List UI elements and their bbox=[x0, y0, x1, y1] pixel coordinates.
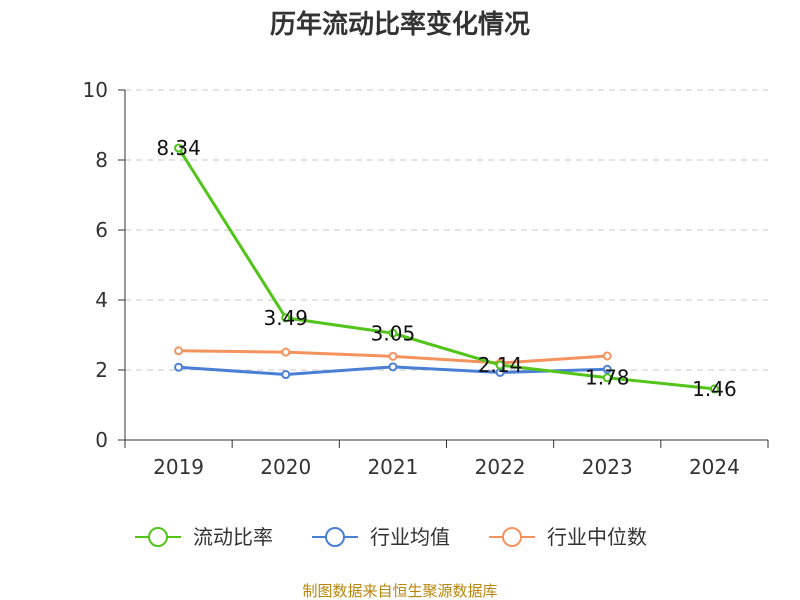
y-tick-label: 4 bbox=[95, 288, 108, 312]
x-tick-label: 2021 bbox=[367, 455, 418, 479]
y-tick-label: 2 bbox=[95, 358, 108, 382]
data-point bbox=[388, 328, 398, 338]
data-label: 1.46 bbox=[692, 377, 737, 401]
legend-item[interactable]: 流动比率 bbox=[135, 525, 273, 549]
y-tick-label: 10 bbox=[83, 78, 108, 102]
data-label: 3.05 bbox=[371, 321, 416, 345]
legend-label: 行业均值 bbox=[370, 525, 450, 549]
data-label: 2.14 bbox=[478, 353, 523, 377]
data-point bbox=[174, 362, 184, 372]
data-point bbox=[174, 346, 184, 356]
data-point bbox=[388, 362, 398, 372]
x-tick-label: 2024 bbox=[689, 455, 740, 479]
data-label: 8.34 bbox=[156, 136, 201, 160]
axes: 0 2 4 6 8 10 2019 2020 2021 2022 2023 2024 bbox=[83, 78, 769, 479]
legend-marker bbox=[325, 527, 345, 547]
y-tick-label: 8 bbox=[95, 148, 108, 172]
x-tick-label: 2023 bbox=[582, 455, 633, 479]
x-tick-label: 2019 bbox=[153, 455, 204, 479]
legend-label: 流动比率 bbox=[193, 525, 273, 549]
data-point bbox=[388, 351, 398, 361]
legend-label: 行业中位数 bbox=[547, 525, 647, 549]
legend: 流动比率 行业均值 行业中位数 bbox=[135, 525, 647, 549]
legend-marker bbox=[502, 527, 522, 547]
legend-marker bbox=[148, 527, 168, 547]
data-point bbox=[281, 313, 291, 323]
chart-title: 历年流动比率变化情况 bbox=[270, 9, 530, 40]
data-point bbox=[709, 384, 719, 394]
data-point bbox=[495, 360, 505, 370]
data-point bbox=[281, 347, 291, 357]
data-point bbox=[174, 143, 184, 153]
data-point bbox=[602, 364, 612, 374]
data-label: 1.78 bbox=[585, 366, 630, 390]
x-tick-label: 2020 bbox=[260, 455, 311, 479]
legend-item[interactable]: 行业均值 bbox=[312, 525, 450, 549]
data-point bbox=[602, 351, 612, 361]
x-tick-label: 2022 bbox=[475, 455, 526, 479]
data-point bbox=[602, 373, 612, 383]
y-tick-label: 6 bbox=[95, 218, 108, 242]
y-tick-label: 0 bbox=[95, 428, 108, 452]
grid bbox=[125, 89, 768, 371]
series-layer bbox=[174, 143, 719, 394]
data-point bbox=[281, 370, 291, 380]
series-line-0 bbox=[177, 147, 715, 391]
data-labels: 8.34 3.49 3.05 2.14 1.78 1.46 bbox=[156, 136, 736, 401]
legend-item[interactable]: 行业中位数 bbox=[489, 525, 647, 549]
data-label: 3.49 bbox=[263, 306, 308, 330]
source-note: 制图数据来自恒生聚源数据库 bbox=[302, 582, 497, 600]
